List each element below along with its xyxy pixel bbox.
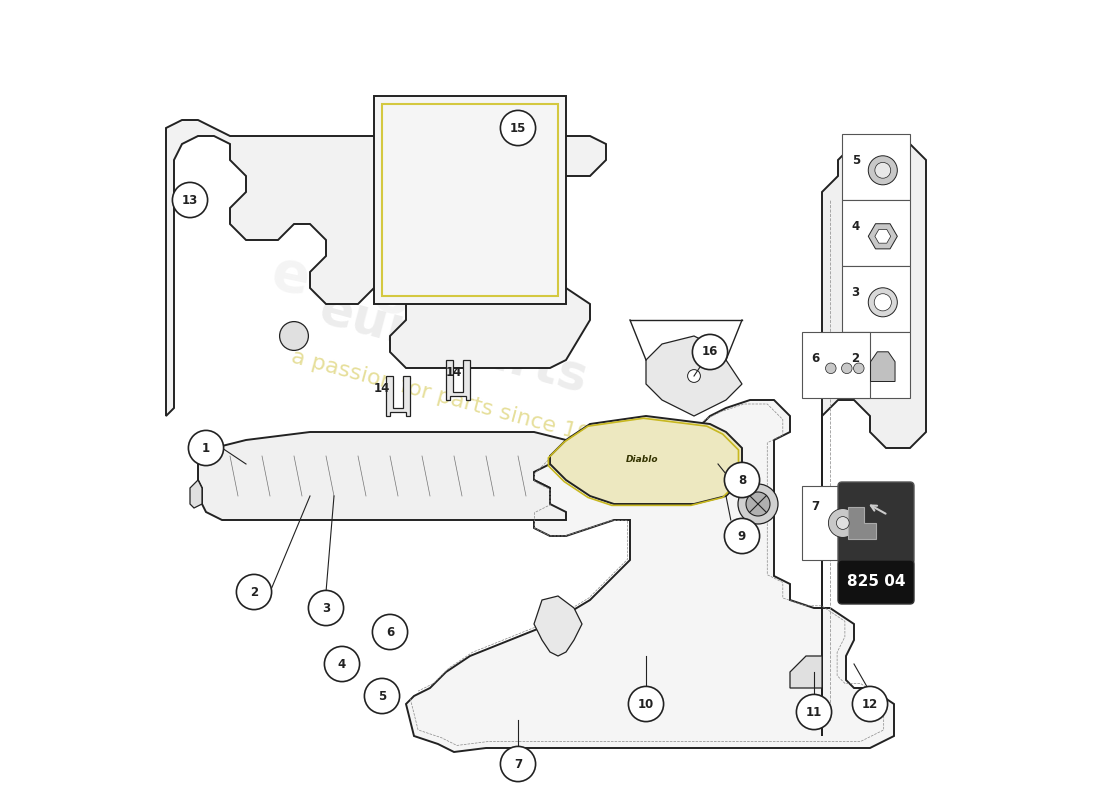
Circle shape [725,518,760,554]
Circle shape [725,462,760,498]
Circle shape [836,517,849,530]
Circle shape [874,294,891,311]
Text: 11: 11 [806,706,822,718]
Circle shape [828,509,857,538]
Polygon shape [822,144,926,736]
Text: 4: 4 [338,658,346,670]
Text: 9: 9 [738,530,746,542]
Circle shape [746,492,770,516]
Polygon shape [848,507,876,539]
Text: 1: 1 [202,442,210,454]
FancyBboxPatch shape [842,266,910,332]
Polygon shape [646,336,742,416]
Text: 825 04: 825 04 [847,574,905,590]
FancyBboxPatch shape [802,332,870,398]
Text: 13: 13 [182,194,198,206]
Circle shape [500,746,536,782]
Text: 7: 7 [514,758,522,770]
FancyBboxPatch shape [842,134,910,200]
Text: 2: 2 [250,586,258,598]
Circle shape [854,363,865,374]
Text: 14: 14 [446,366,462,378]
Circle shape [308,590,343,626]
Circle shape [500,110,536,146]
Polygon shape [868,224,898,249]
Text: 14: 14 [374,382,390,394]
Circle shape [279,322,308,350]
Polygon shape [406,400,894,752]
Text: 3: 3 [851,286,860,299]
Text: 8: 8 [738,474,746,486]
Polygon shape [550,416,742,504]
Circle shape [825,363,836,374]
FancyBboxPatch shape [842,332,910,398]
Text: 15: 15 [509,122,526,134]
Circle shape [796,694,832,730]
Polygon shape [790,656,822,688]
Circle shape [874,162,891,178]
Circle shape [852,686,888,722]
Circle shape [173,182,208,218]
Circle shape [688,370,701,382]
Polygon shape [534,596,582,656]
Polygon shape [874,230,891,243]
Text: 12: 12 [862,698,878,710]
Circle shape [373,614,408,650]
Text: Diablo: Diablo [626,455,658,465]
Polygon shape [198,432,566,520]
Polygon shape [166,120,606,416]
Circle shape [842,363,852,374]
Circle shape [628,686,663,722]
FancyBboxPatch shape [838,482,914,564]
Circle shape [324,646,360,682]
Circle shape [868,156,898,185]
Circle shape [738,484,778,524]
Text: 3: 3 [322,602,330,614]
Polygon shape [870,352,895,382]
Text: euroParts: euroParts [266,246,578,362]
Text: 10: 10 [638,698,654,710]
Circle shape [188,430,223,466]
Text: 7: 7 [812,501,820,514]
Text: 5: 5 [378,690,386,702]
Text: a passion for parts since 1983: a passion for parts since 1983 [289,346,619,454]
Text: euroParts: euroParts [315,285,594,403]
Circle shape [692,334,727,370]
Text: 16: 16 [702,346,718,358]
FancyBboxPatch shape [842,200,910,266]
Polygon shape [190,480,202,508]
Polygon shape [374,96,566,304]
Text: 4: 4 [851,220,860,233]
FancyBboxPatch shape [838,560,914,604]
Text: 2: 2 [851,352,860,365]
Circle shape [364,678,399,714]
Polygon shape [386,376,410,416]
FancyBboxPatch shape [802,486,870,560]
Text: 6: 6 [812,352,820,365]
Polygon shape [446,360,470,400]
Circle shape [868,288,898,317]
Text: 5: 5 [851,154,860,167]
Circle shape [236,574,272,610]
Text: 6: 6 [386,626,394,638]
